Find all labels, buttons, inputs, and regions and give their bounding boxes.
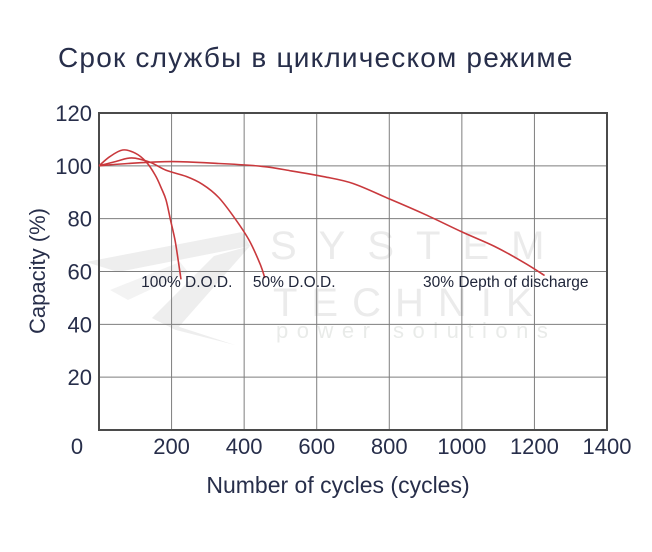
plot-border bbox=[98, 112, 608, 431]
x-tick-label: 1200 bbox=[510, 434, 559, 459]
watermark-tagline: power solutions bbox=[276, 318, 557, 343]
watermark-brand-line1: SYSTEM bbox=[270, 224, 567, 268]
x-tick-label: 800 bbox=[371, 434, 408, 459]
x-tick-label: 600 bbox=[298, 434, 335, 459]
curve-label: 30% Depth of discharge bbox=[423, 274, 588, 291]
y-tick-label: 120 bbox=[55, 101, 92, 126]
y-tick-label: 40 bbox=[68, 312, 92, 337]
curve-label: 50% D.O.D. bbox=[253, 274, 336, 291]
y-axis-title: Capacity (%) bbox=[25, 208, 50, 334]
x-tick-label: 200 bbox=[153, 434, 190, 459]
chart-title: Срок службы в циклическом режиме bbox=[58, 42, 574, 73]
capacity-curve-0 bbox=[98, 149, 182, 280]
capacity-curve-1 bbox=[98, 157, 266, 279]
capacity-curve-2 bbox=[98, 160, 546, 277]
x-tick-label: 400 bbox=[226, 434, 263, 459]
y-tick-label: 20 bbox=[68, 365, 92, 390]
y-tick-label: 80 bbox=[68, 207, 92, 232]
x-tick-label: 0 bbox=[71, 434, 83, 459]
x-tick-label: 1400 bbox=[583, 434, 632, 459]
curve-label: 100% D.O.D. bbox=[141, 274, 232, 291]
x-tick-label: 1000 bbox=[437, 434, 486, 459]
y-tick-label: 100 bbox=[55, 154, 92, 179]
y-tick-label: 60 bbox=[68, 260, 92, 285]
x-axis-title: Number of cycles (cycles) bbox=[206, 472, 470, 498]
